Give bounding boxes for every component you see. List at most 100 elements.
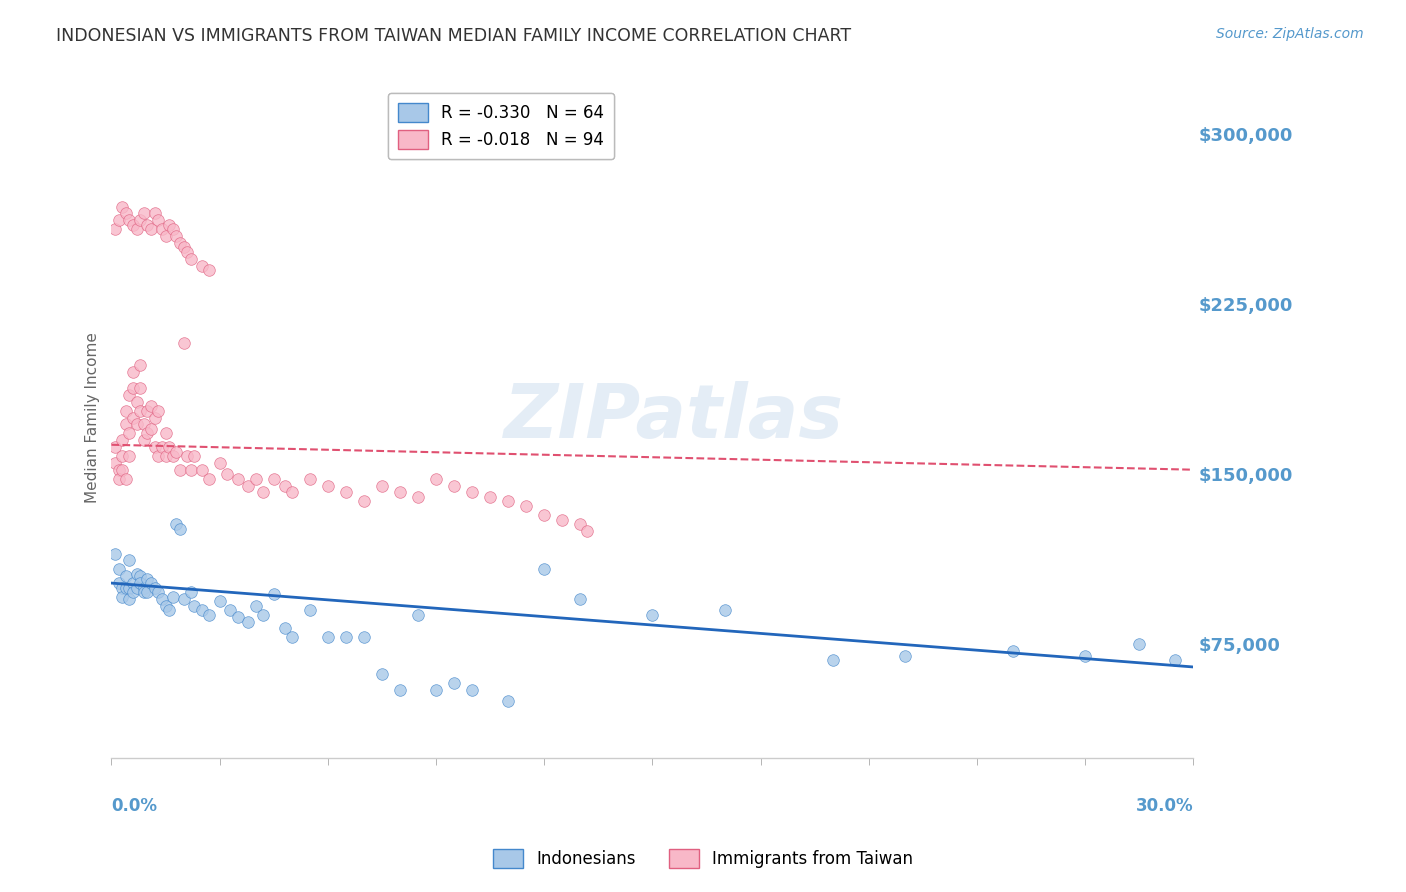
Point xyxy=(443,478,465,492)
Point xyxy=(298,603,321,617)
Point xyxy=(129,359,152,373)
Point xyxy=(388,485,411,500)
Point xyxy=(208,456,231,470)
Point xyxy=(118,449,141,463)
Point xyxy=(107,213,129,227)
Point xyxy=(169,235,191,250)
Point xyxy=(114,417,136,432)
Point xyxy=(165,229,187,244)
Point xyxy=(226,472,249,486)
Point xyxy=(533,508,555,522)
Point xyxy=(150,591,173,606)
Point xyxy=(114,403,136,417)
Point xyxy=(136,426,159,441)
Point xyxy=(569,591,592,606)
Point xyxy=(894,648,917,663)
Point xyxy=(111,200,134,214)
Legend: R = -0.330   N = 64, R = -0.018   N = 94: R = -0.330 N = 64, R = -0.018 N = 94 xyxy=(388,93,614,160)
Point xyxy=(122,585,145,599)
Point xyxy=(139,399,162,413)
Point xyxy=(143,440,166,454)
Point xyxy=(136,572,159,586)
Point xyxy=(107,472,129,486)
Point xyxy=(263,587,285,601)
Point xyxy=(183,449,205,463)
Point xyxy=(190,603,212,617)
Point xyxy=(169,522,191,536)
Legend: Indonesians, Immigrants from Taiwan: Indonesians, Immigrants from Taiwan xyxy=(486,842,920,875)
Point xyxy=(1164,653,1187,667)
Point xyxy=(245,599,267,613)
Point xyxy=(129,381,152,395)
Point xyxy=(316,631,339,645)
Point xyxy=(139,222,162,236)
Point xyxy=(176,449,198,463)
Point xyxy=(114,472,136,486)
Point xyxy=(157,440,180,454)
Point xyxy=(190,463,212,477)
Point xyxy=(316,478,339,492)
Point xyxy=(162,449,184,463)
Point xyxy=(155,599,177,613)
Point xyxy=(208,594,231,608)
Point xyxy=(143,581,166,595)
Point xyxy=(388,682,411,697)
Point xyxy=(129,569,152,583)
Point xyxy=(169,463,191,477)
Point xyxy=(190,259,212,273)
Point xyxy=(139,422,162,436)
Point xyxy=(173,240,195,254)
Text: INDONESIAN VS IMMIGRANTS FROM TAIWAN MEDIAN FAMILY INCOME CORRELATION CHART: INDONESIAN VS IMMIGRANTS FROM TAIWAN MED… xyxy=(56,27,852,45)
Point xyxy=(132,581,155,595)
Point xyxy=(641,607,664,622)
Point xyxy=(125,417,148,432)
Point xyxy=(162,590,184,604)
Point xyxy=(136,218,159,232)
Point xyxy=(183,599,205,613)
Point xyxy=(111,463,134,477)
Point xyxy=(551,513,574,527)
Point xyxy=(132,434,155,448)
Point xyxy=(107,576,129,591)
Point xyxy=(118,581,141,595)
Point xyxy=(122,365,145,379)
Point xyxy=(176,245,198,260)
Point xyxy=(114,206,136,220)
Point xyxy=(150,222,173,236)
Point xyxy=(515,499,537,513)
Point xyxy=(353,494,375,508)
Point xyxy=(125,567,148,582)
Point xyxy=(118,213,141,227)
Point xyxy=(273,622,295,636)
Point xyxy=(136,403,159,417)
Point xyxy=(104,222,127,236)
Point xyxy=(125,581,148,595)
Point xyxy=(180,585,202,599)
Point xyxy=(155,229,177,244)
Text: 30.0%: 30.0% xyxy=(1136,797,1194,814)
Point xyxy=(335,485,357,500)
Point xyxy=(569,517,592,532)
Point xyxy=(180,463,202,477)
Point xyxy=(252,485,274,500)
Point xyxy=(443,676,465,690)
Point xyxy=(406,490,429,504)
Point xyxy=(129,576,152,591)
Point xyxy=(197,607,219,622)
Point xyxy=(197,263,219,277)
Point xyxy=(821,653,844,667)
Point xyxy=(111,434,134,448)
Point xyxy=(111,590,134,604)
Point xyxy=(118,388,141,402)
Point xyxy=(122,218,145,232)
Point xyxy=(129,403,152,417)
Point xyxy=(104,456,127,470)
Point xyxy=(461,682,484,697)
Point xyxy=(107,463,129,477)
Point xyxy=(132,417,155,432)
Point xyxy=(252,607,274,622)
Point xyxy=(122,410,145,425)
Point xyxy=(371,666,394,681)
Point xyxy=(353,631,375,645)
Point xyxy=(122,381,145,395)
